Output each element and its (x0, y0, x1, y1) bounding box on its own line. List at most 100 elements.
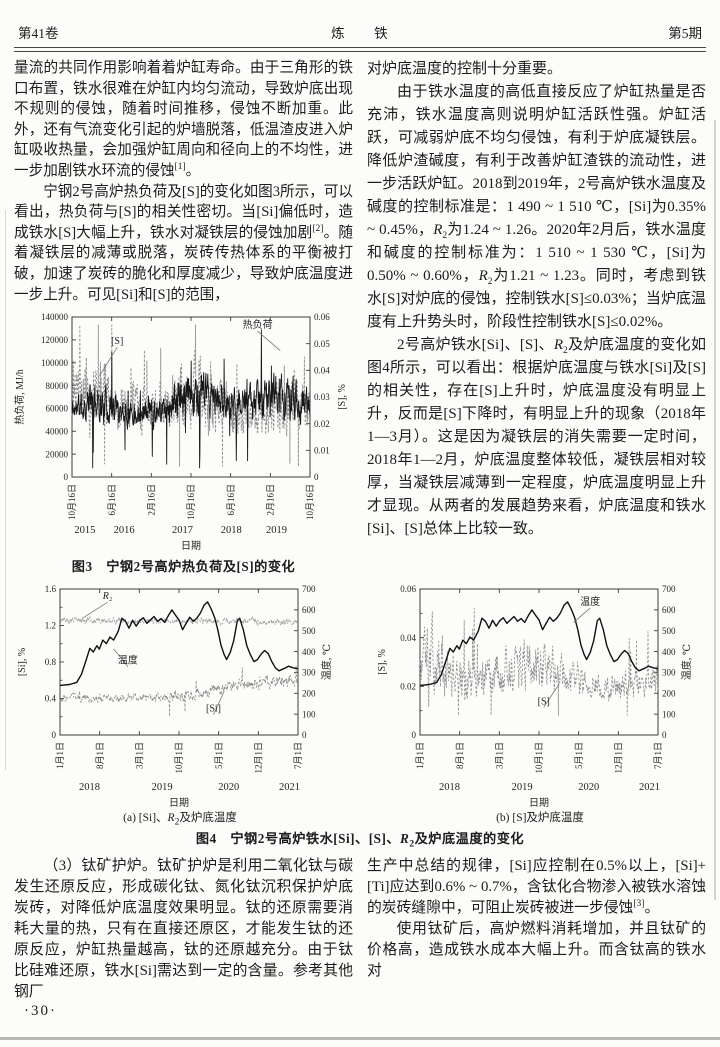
svg-text:2016: 2016 (114, 525, 135, 536)
svg-text:200: 200 (662, 689, 676, 699)
svg-text:40000: 40000 (46, 427, 69, 437)
svg-text:2020: 2020 (218, 782, 239, 793)
svg-text:3月1日: 3月1日 (135, 742, 145, 769)
svg-text:2021: 2021 (279, 782, 300, 793)
paragraph-titanium-cost: 使用钛矿后，高炉燃料消耗增加，并且钛矿的价格高，造成铁水成本大幅上升。而含钛高的… (367, 921, 706, 980)
svg-text:0.8: 0.8 (45, 657, 57, 667)
figure4a-subcaption: (a) [Si]、R2及炉底温度 (123, 812, 237, 828)
svg-text:0.02: 0.02 (400, 682, 416, 692)
svg-text:5月1日: 5月1日 (574, 742, 584, 769)
svg-text:热负荷: 热负荷 (243, 318, 273, 331)
paragraph-hot-metal-temp-basicity: 由于铁水温度的高低直接反应了炉缸热量是否充沛，铁水温度高则说明炉缸活跃性强。炉缸… (367, 84, 706, 330)
svg-text:500: 500 (302, 626, 316, 636)
page-header: 第41卷 炼 铁 第5期 (14, 20, 706, 47)
svg-text:0: 0 (412, 730, 417, 740)
svg-text:6月16日: 6月16日 (107, 484, 117, 516)
svg-text:日期: 日期 (181, 540, 201, 552)
svg-text:2019: 2019 (266, 525, 287, 536)
figure4a-block: 0 0.4 0.8 1.2 1.6 0 100 200 300 400 500 600 700 [Si],… (14, 581, 346, 828)
svg-text:1.6: 1.6 (45, 584, 57, 594)
top-columns: 量流的共同作用影响着着炉缸寿命。由于三角形的铁口布置，铁水很难在炉缸内均匀流动，… (14, 58, 706, 575)
svg-text:10月16日: 10月16日 (67, 484, 77, 520)
bottom-columns: （3）钛矿护炉。钛矿护炉是利用二氧化钛与碳发生还原反应，形成碳化钛、氮化钛沉积保… (14, 856, 706, 1003)
svg-text:热负荷, MJ/h: 热负荷, MJ/h (14, 369, 26, 425)
right-column-top: 对炉底温度的控制十分重要。 由于铁水温度的高低直接反应了炉缸热量是否充沛，铁水温… (367, 58, 706, 575)
svg-text:0.04: 0.04 (314, 366, 330, 376)
svg-text:[S], %: [S], % (377, 649, 388, 675)
svg-text:0: 0 (64, 472, 69, 482)
svg-text:7月1日: 7月1日 (653, 742, 663, 769)
svg-text:700: 700 (662, 584, 676, 594)
svg-text:120000: 120000 (41, 335, 69, 345)
left-column-bottom: （3）钛矿护炉。钛矿护炉是利用二氧化钛与碳发生还原反应，形成碳化钛、氮化钛沉积保… (14, 856, 353, 1003)
svg-text:2020: 2020 (578, 782, 599, 793)
svg-text:6月16日: 6月16日 (226, 484, 236, 516)
scan-edge-right (714, 120, 716, 900)
svg-text:温度, ℃: 温度, ℃ (680, 644, 693, 680)
svg-text:5月1日: 5月1日 (214, 742, 224, 769)
svg-text:2018: 2018 (221, 525, 242, 536)
header-issue: 第5期 (668, 26, 702, 41)
figure4b-subcaption: (b) [S]及炉底温度 (496, 812, 584, 825)
svg-text:[S]: [S] (538, 696, 550, 707)
svg-text:0: 0 (314, 472, 319, 482)
svg-text:0.05: 0.05 (314, 339, 330, 349)
svg-text:300: 300 (302, 668, 316, 678)
svg-text:12月1日: 12月1日 (614, 742, 624, 774)
svg-text:700: 700 (302, 584, 316, 594)
svg-text:0.06: 0.06 (400, 584, 416, 594)
svg-text:0: 0 (302, 730, 307, 740)
svg-text:2017: 2017 (172, 525, 193, 536)
svg-text:0.02: 0.02 (314, 419, 330, 429)
figure4a-chart: 0 0.4 0.8 1.2 1.6 0 100 200 300 400 500 600 700 [Si],… (17, 584, 333, 809)
page-number: ·30· (24, 1003, 57, 1019)
svg-text:0.03: 0.03 (314, 392, 330, 402)
header-double-rule (14, 47, 706, 52)
svg-text:140000: 140000 (41, 312, 69, 322)
svg-text:日期: 日期 (529, 797, 549, 809)
svg-text:[S]: [S] (111, 336, 123, 347)
svg-text:7月1日: 7月1日 (293, 742, 303, 769)
svg-text:温度: 温度 (118, 654, 138, 667)
svg-text:100: 100 (302, 709, 316, 719)
figure3-chart: 0 20000 40000 60000 80000 100000 120000 140000 0… (14, 312, 348, 552)
svg-text:8月1日: 8月1日 (455, 742, 465, 769)
svg-text:0.01: 0.01 (314, 446, 330, 456)
svg-text:2月16日: 2月16日 (266, 484, 276, 516)
scan-edge-bottom (0, 1037, 720, 1040)
right-column-bottom: 生产中总结的规律，[Si]应控制在0.5%以上，[Si]+[Ti]应达到0.6%… (367, 856, 706, 1003)
svg-text:0.4: 0.4 (45, 694, 57, 704)
svg-text:2019: 2019 (152, 782, 173, 793)
svg-text:0.06: 0.06 (314, 312, 330, 322)
svg-text:[S], %: [S], % (337, 384, 348, 410)
svg-text:2月16日: 2月16日 (147, 484, 157, 516)
figure3-caption: 图3 宁钢2号高炉热负荷及[S]的变化 (71, 559, 296, 575)
svg-text:80000: 80000 (46, 381, 69, 391)
svg-text:10月1日: 10月1日 (174, 742, 184, 774)
figure4b-block: 0 0.02 0.04 0.06 0 100 200 300 400 500 600 700 [S], … (374, 581, 706, 825)
paragraph-hearth-erosion: 量流的共同作用影响着着炉缸寿命。由于三角形的铁口布置，铁水很难在炉缸内均匀流动，… (14, 60, 353, 179)
figure4-caption: 图4 宁钢2号高炉铁水[Si]、[S]、R2及炉底温度的变化 (195, 831, 525, 850)
paragraph-fig4-discussion: 2号高炉铁水[Si]、[S]、R2及炉底温度的变化如图4所示，可以看出：根据炉底… (367, 337, 706, 537)
svg-text:100000: 100000 (41, 358, 69, 368)
paragraph-si-ti-control: 生产中总结的规律，[Si]应控制在0.5%以上，[Si]+[Ti]应达到0.6%… (367, 858, 706, 917)
figure4b-chart: 0 0.02 0.04 0.06 0 100 200 300 400 500 600 700 [S], … (377, 584, 693, 809)
paragraph-heat-load-sulfur: 宁钢2号高炉热负荷及[S]的变化如图3所示，可以看出，热负荷与[S]的相关性密切… (14, 183, 353, 303)
svg-text:3月1日: 3月1日 (495, 742, 505, 769)
svg-text:0: 0 (662, 730, 667, 740)
svg-text:日期: 日期 (169, 797, 189, 809)
svg-text:10月1日: 10月1日 (534, 742, 544, 774)
svg-text:0: 0 (52, 730, 57, 740)
header-volume: 第41卷 (18, 26, 59, 41)
svg-text:2021: 2021 (639, 782, 660, 793)
svg-text:温度: 温度 (580, 595, 600, 608)
svg-text:温度, ℃: 温度, ℃ (320, 644, 333, 680)
svg-text:1月1日: 1月1日 (55, 742, 65, 769)
svg-text:2015: 2015 (74, 525, 95, 536)
svg-text:8月1日: 8月1日 (95, 742, 105, 769)
svg-text:400: 400 (302, 647, 316, 657)
svg-text:20000: 20000 (46, 449, 69, 459)
svg-text:600: 600 (302, 605, 316, 615)
svg-text:100: 100 (662, 709, 676, 719)
